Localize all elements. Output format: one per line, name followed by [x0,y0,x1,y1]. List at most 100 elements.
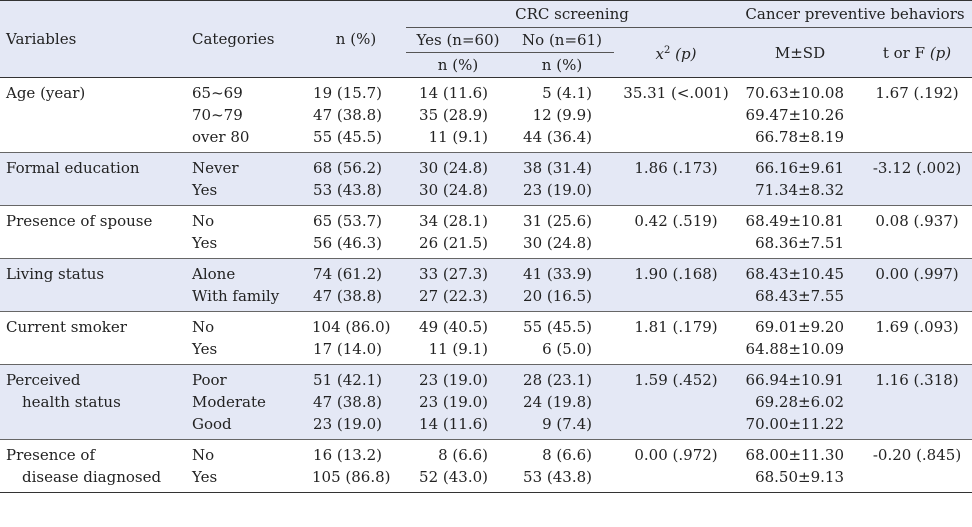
cell-msd-line: 69.28±6.02 [755,393,844,411]
cell-n-pct-line: 53 (43.8) [313,181,382,199]
cell-n-pct-line: 16 (13.2) [313,446,382,464]
cell-category-line: Poor [192,371,227,389]
cell-no-line: 6 (5.0) [542,340,592,358]
cell-n-pct-line: 47 (38.8) [313,287,382,305]
cell-category-line: Good [192,415,232,433]
cell-msd-line: 68.36±7.51 [755,234,844,252]
cell-yes-line: 8 (6.6) [438,446,488,464]
cell-no-line: 23 (19.0) [523,181,592,199]
cell-n-pct: 65 (53.7) 56 (46.3) [306,205,406,259]
cell-msd-line: 68.50±9.13 [755,468,844,486]
cell-category-line: Yes [192,234,218,252]
cell-t-or-f: 1.69 (.093) [862,311,972,365]
table-row: Current smoker No Yes 104 (86.0) 17 (14.0) 49… [0,311,972,365]
cell-variable-line: Presence of [6,446,96,464]
cell-n-pct-line: 55 (45.5) [313,128,382,146]
cell-msd: 70.63±10.08 69.47±10.26 66.78±8.19 [738,77,862,153]
cell-yes: 30 (24.8) 30 (24.8) [406,152,510,206]
cell-msd-line: 70.00±11.22 [745,415,844,433]
cell-category: No Yes [186,311,306,365]
cell-t-or-f: 0.00 (.997) [862,258,972,312]
cell-category-line: With family [192,287,280,305]
cell-yes-line: 35 (28.9) [419,106,488,124]
cell-msd-line: 69.01±9.20 [755,318,844,336]
cell-n-pct-line: 19 (15.7) [313,84,382,102]
cell-n-pct-line: 104 (86.0) [312,318,391,336]
cell-variable-line: health status [22,393,121,411]
header-chi-square: x2 (p) [614,27,738,78]
cell-msd-line: 66.94±10.91 [745,371,844,389]
cell-n-pct: 68 (56.2) 53 (43.8) [306,152,406,206]
chi-superscript: 2 [664,45,671,56]
cell-chi-square: 1.86 (.173) [614,152,738,206]
cell-t-or-f-line: -3.12 (.002) [872,159,962,177]
cell-chi-square: 35.31 (<.001) [614,77,738,153]
cell-t-or-f: 0.08 (.937) [862,205,972,259]
cell-category: No Yes [186,439,306,493]
cell-category-line: No [192,318,215,336]
cell-yes: 34 (28.1) 26 (21.5) [406,205,510,259]
cell-yes: 49 (40.5) 11 (9.1) [406,311,510,365]
cell-yes-line: 14 (11.6) [419,84,488,102]
cell-no-line: 55 (45.5) [523,318,592,336]
cell-msd-line: 68.43±10.45 [745,265,844,283]
cell-msd-line: 64.88±10.09 [745,340,844,358]
cell-chi-square-line: 1.86 (.173) [634,159,718,177]
cell-n-pct: 74 (61.2) 47 (38.8) [306,258,406,312]
header-variables: Variables [0,0,186,78]
cell-no: 31 (25.6) 30 (24.8) [510,205,614,259]
cell-variable: Age (year) [0,77,186,153]
cell-no-line: 53 (43.8) [523,468,592,486]
cell-n-pct-line: 47 (38.8) [313,106,382,124]
cell-yes: 14 (11.6) 35 (28.9) 11 (9.1) [406,77,510,153]
cell-no-line: 5 (4.1) [542,84,592,102]
cell-n-pct-line: 74 (61.2) [313,265,382,283]
cell-msd: 66.94±10.91 69.28±6.02 70.00±11.22 [738,364,862,440]
cell-no: 8 (6.6) 53 (43.8) [510,439,614,493]
cell-no-line: 28 (23.1) [523,371,592,389]
cell-msd: 68.49±10.81 68.36±7.51 [738,205,862,259]
t-or-f-label: t or F [882,43,926,62]
cell-category-line: No [192,212,215,230]
cell-yes-line: 14 (11.6) [419,415,488,433]
cell-no-line: 30 (24.8) [523,234,592,252]
cell-msd-line: 68.43±7.55 [755,287,844,305]
cell-msd: 66.16±9.61 71.34±8.32 [738,152,862,206]
cell-n-pct: 16 (13.2) 105 (86.8) [306,439,406,493]
cell-msd-line: 66.16±9.61 [755,159,844,177]
cell-variable-line: Formal education [6,159,140,177]
cell-variable: Perceived health status [0,364,186,440]
cell-category-line: Yes [192,340,218,358]
cell-variable-line: Perceived [6,371,81,389]
header-no: No (n=61) [510,27,614,53]
header-yes-npct: n (%) [406,52,510,78]
cell-chi-square-line: 1.81 (.179) [634,318,718,336]
table-row: Age (year) 65~69 70~79 over 80 19 (15.7) 47 (… [0,77,972,153]
cell-chi-square-line: 0.00 (.972) [634,446,718,464]
cell-category-line: Moderate [192,393,266,411]
cell-variable: Current smoker [0,311,186,365]
cell-no-line: 41 (33.9) [523,265,592,283]
cell-category-line: Yes [192,181,218,199]
cell-variable: Presence of disease diagnosed [0,439,186,493]
cell-chi-square: 0.42 (.519) [614,205,738,259]
table-body: Age (year) 65~69 70~79 over 80 19 (15.7) 47 (… [0,77,972,493]
cell-chi-square-line: 1.59 (.452) [634,371,718,389]
cell-t-or-f-line: 0.00 (.997) [875,265,959,283]
cell-t-or-f-line: 0.08 (.937) [875,212,959,230]
cell-t-or-f-line: 1.16 (.318) [875,371,959,389]
cell-no: 55 (45.5) 6 (5.0) [510,311,614,365]
t-or-f-p: (p) [929,43,952,62]
cell-n-pct-line: 23 (19.0) [313,415,382,433]
cell-variable: Living status [0,258,186,312]
cell-no: 38 (31.4) 23 (19.0) [510,152,614,206]
cell-t-or-f: 1.67 (.192) [862,77,972,153]
header-crc-screening: CRC screening [406,0,738,28]
cell-t-or-f: -0.20 (.845) [862,439,972,493]
cell-chi-square-line: 35.31 (<.001) [623,84,729,102]
cell-msd-line: 66.78±8.19 [755,128,844,146]
chi-symbol: x [655,45,664,63]
cell-n-pct: 51 (42.1) 47 (38.8) 23 (19.0) [306,364,406,440]
header-msd: M±SD [738,27,862,78]
cell-variable-line: Living status [6,265,105,283]
